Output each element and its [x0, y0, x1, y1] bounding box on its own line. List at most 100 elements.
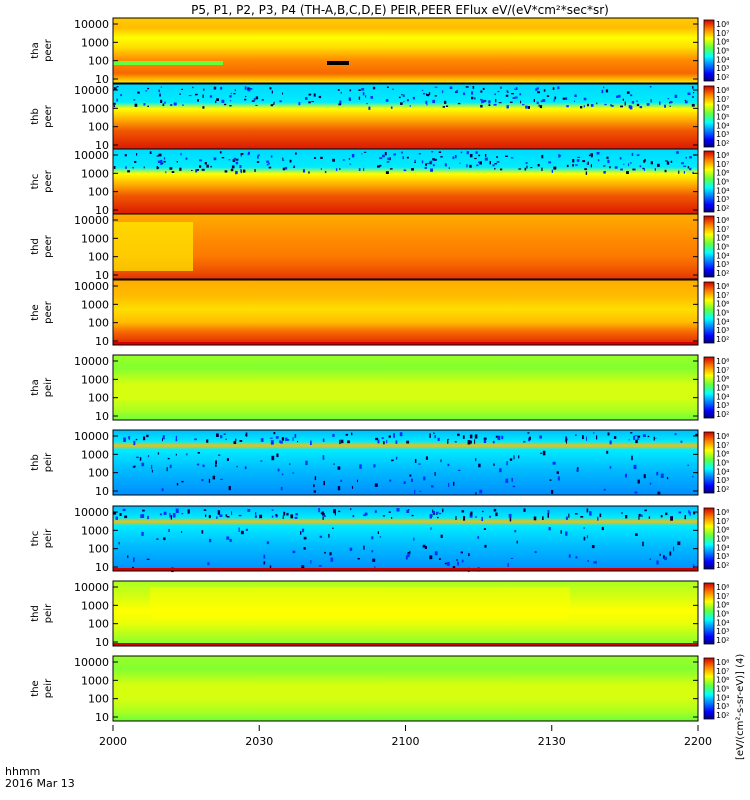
- noise-speck: [160, 99, 163, 103]
- noise-speck: [387, 157, 390, 161]
- noise-speck: [295, 152, 297, 155]
- spectrogram-thc-peer: [113, 149, 698, 214]
- noise-speck: [475, 458, 477, 462]
- noise-speck: [468, 553, 470, 557]
- colorbar-tick-label: 10⁴: [716, 618, 729, 627]
- colorbar-tick-label: 10²: [716, 711, 729, 720]
- noise-speck: [358, 89, 361, 91]
- panel-probe-label: thc: [30, 174, 41, 190]
- noise-speck: [418, 153, 421, 155]
- y-tick-label: 10000: [74, 214, 109, 227]
- colorbar: [703, 19, 715, 82]
- noise-speck: [518, 455, 520, 459]
- colorbar-tick-label: 10⁷: [716, 441, 729, 450]
- noise-speck: [234, 89, 236, 92]
- noise-speck: [489, 515, 491, 518]
- noise-speck: [176, 161, 178, 163]
- noise-speck: [175, 453, 177, 456]
- noise-speck: [168, 528, 170, 532]
- noise-speck: [601, 89, 604, 94]
- noise-speck: [586, 535, 589, 539]
- colorbar-tick-label: 10³: [716, 326, 729, 335]
- noise-speck: [596, 102, 598, 105]
- noise-speck: [257, 154, 260, 156]
- panel-the-peir: the peir 10 100 1000 10000 10²10³10⁴10⁵10⁶10⁷1…: [30, 655, 729, 724]
- noise-speck: [575, 556, 578, 559]
- colorbar-tick-label: 10⁷: [716, 225, 729, 234]
- noise-speck: [683, 171, 685, 174]
- noise-speck: [192, 86, 194, 89]
- noise-speck: [436, 511, 439, 514]
- noise-speck: [588, 154, 591, 157]
- noise-speck: [527, 106, 530, 109]
- noise-speck: [279, 100, 282, 103]
- noise-speck: [330, 557, 334, 562]
- noise-speck: [337, 89, 340, 91]
- panel-probe-label: the: [30, 304, 41, 320]
- noise-speck: [693, 92, 695, 94]
- colorbar-tick-label: 10⁶: [716, 300, 729, 309]
- noise-speck: [471, 91, 474, 95]
- noise-speck: [141, 462, 145, 467]
- panel-probe-label: thb: [30, 108, 41, 125]
- noise-speck: [358, 96, 361, 100]
- panel-probe-label: thb: [30, 454, 41, 471]
- noise-speck: [283, 511, 286, 516]
- noise-speck: [591, 545, 595, 549]
- colorbar-tick-label: 10²: [716, 139, 729, 148]
- panel-frame: [112, 354, 699, 421]
- noise-speck: [373, 464, 376, 468]
- noise-speck: [390, 106, 393, 109]
- noise-speck: [585, 171, 588, 175]
- noise-speck: [488, 100, 491, 104]
- noise-speck: [371, 550, 374, 553]
- noise-speck: [391, 517, 393, 519]
- y-tick-label: 10: [95, 73, 109, 86]
- noise-speck: [280, 441, 283, 444]
- noise-speck: [158, 89, 160, 93]
- noise-speck: [203, 88, 205, 91]
- noise-speck: [438, 151, 442, 153]
- noise-speck: [204, 162, 207, 165]
- noise-speck: [566, 164, 569, 168]
- noise-speck: [240, 530, 244, 535]
- noise-speck: [271, 90, 273, 94]
- noise-speck: [407, 509, 410, 511]
- noise-speck: [552, 87, 555, 90]
- colorbar-tick-label: 10³: [716, 552, 729, 561]
- noise-speck: [475, 151, 478, 154]
- noise-speck: [447, 439, 449, 444]
- noise-speck: [597, 516, 599, 521]
- noise-speck: [670, 160, 673, 163]
- noise-speck: [338, 510, 341, 513]
- noise-speck: [208, 514, 211, 519]
- noise-speck: [276, 453, 279, 458]
- noise-speck: [364, 513, 368, 516]
- noise-speck: [576, 159, 580, 162]
- panels-group: tha peer1010010001000010²10³10⁴10⁵10⁶10⁷1…: [30, 17, 729, 724]
- noise-speck: [572, 159, 575, 163]
- noise-speck: [631, 152, 634, 156]
- noise-speck: [453, 481, 455, 486]
- noise-speck: [349, 547, 353, 551]
- panel-tha-peir: tha peir 10 100 1000 10000 10²10³10⁴10⁵10⁶10⁷1…: [30, 354, 729, 423]
- noise-speck: [636, 103, 640, 107]
- noise-speck: [452, 566, 456, 569]
- colorbar-tick-label: 10⁷: [716, 366, 729, 375]
- colorbar-tick-label: 10²: [716, 561, 729, 570]
- noise-speck: [481, 99, 485, 103]
- noise-speck: [568, 554, 571, 558]
- noise-speck: [322, 438, 325, 442]
- noise-speck: [607, 432, 610, 436]
- noise-speck: [589, 511, 592, 516]
- noise-speck: [313, 490, 316, 493]
- noise-speck: [370, 96, 373, 99]
- noise-speck: [438, 558, 441, 560]
- noise-speck: [689, 511, 691, 516]
- noise-speck: [284, 166, 288, 170]
- noise-speck: [497, 435, 501, 441]
- noise-speck: [687, 166, 690, 169]
- noise-speck: [657, 491, 661, 495]
- noise-speck: [537, 164, 540, 167]
- noise-speck: [393, 433, 395, 438]
